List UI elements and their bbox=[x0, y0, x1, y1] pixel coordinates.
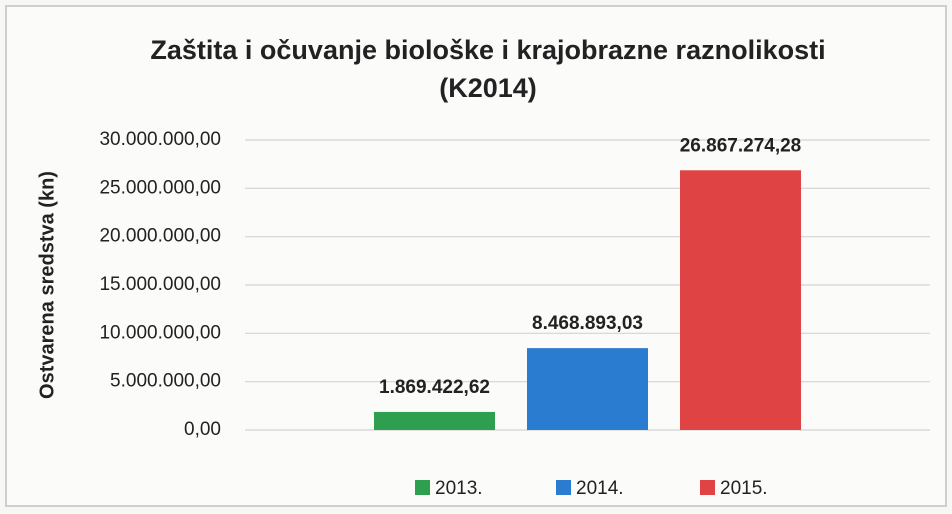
y-tick-label: 15.000.000,00 bbox=[99, 274, 221, 295]
y-tick-label: 0,00 bbox=[184, 419, 221, 440]
bar bbox=[374, 411, 495, 430]
bar bbox=[527, 348, 648, 430]
legend-swatch bbox=[415, 480, 430, 495]
legend-label: 2014. bbox=[576, 478, 624, 499]
y-tick-label: 5.000.000,00 bbox=[110, 371, 221, 392]
data-label: 1.869.422,62 bbox=[379, 377, 490, 398]
y-tick-label: 10.000.000,00 bbox=[99, 322, 221, 343]
y-tick-label: 30.000.000,00 bbox=[99, 129, 221, 150]
y-tick-label: 25.000.000,00 bbox=[99, 177, 221, 198]
y-tick-label: 20.000.000,00 bbox=[99, 226, 221, 247]
y-axis-label: Ostvarena sredstva (kn) bbox=[36, 171, 58, 399]
data-label: 26.867.274,28 bbox=[680, 135, 802, 156]
chart-title: Zaštita i očuvanje biološke i krajobrazn… bbox=[150, 35, 825, 65]
legend-label: 2013. bbox=[435, 478, 483, 499]
data-label: 8.468.893,03 bbox=[532, 313, 643, 334]
bar bbox=[680, 170, 801, 430]
chart-subtitle: (K2014) bbox=[439, 73, 537, 103]
legend-swatch bbox=[556, 480, 571, 495]
legend-label: 2015. bbox=[720, 478, 768, 499]
legend-swatch bbox=[700, 480, 715, 495]
